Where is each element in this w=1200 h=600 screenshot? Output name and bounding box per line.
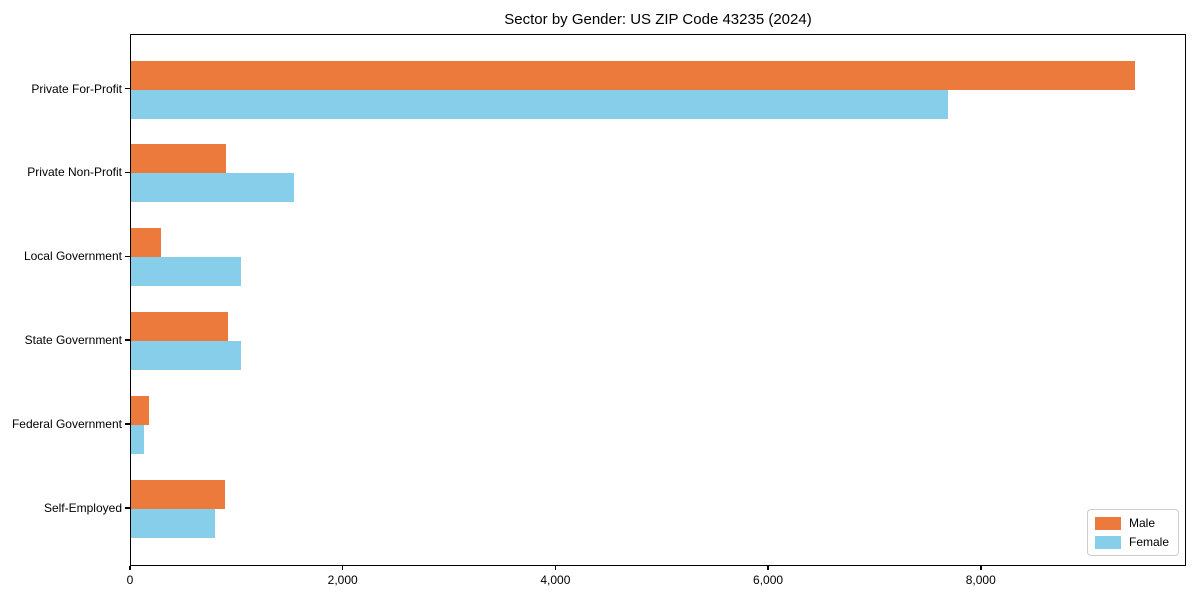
x-axis-tick	[554, 566, 557, 570]
legend: Male Female	[1086, 509, 1179, 556]
bar-female-self-employed	[131, 509, 215, 538]
y-axis-tick	[125, 507, 130, 509]
y-axis-tick	[125, 255, 130, 258]
x-axis-tick-label-8000: 8,000	[965, 573, 996, 587]
bar-male-self-employed	[131, 480, 225, 509]
bar-male-federal-government	[131, 396, 150, 426]
legend-entry-male: Male	[1094, 516, 1169, 530]
y-axis-tick	[125, 87, 130, 90]
legend-swatch-female-icon	[1094, 535, 1121, 549]
y-axis-label-private-non-profit: Private Non-Profit	[27, 165, 122, 180]
bar-female-state-government	[131, 341, 241, 371]
y-axis-tick	[125, 423, 130, 425]
bar-female-private-non-profit	[131, 173, 294, 203]
bar-female-private-for-profit	[131, 89, 948, 119]
y-axis-label-private-for-profit: Private For-Profit	[31, 81, 122, 96]
y-axis-label-self-employed: Self-Employed	[43, 501, 122, 515]
chart-title: Sector by Gender: US ZIP Code 43235 (202…	[504, 11, 812, 28]
x-axis-tick	[767, 566, 769, 570]
x-axis-tick-label-0: 0	[126, 573, 134, 587]
legend-label-male: Male	[1128, 516, 1155, 530]
x-axis-tick-label-6000: 6,000	[753, 573, 784, 587]
x-axis-tick	[129, 566, 131, 570]
x-axis-tick	[341, 566, 344, 570]
x-axis-tick	[980, 566, 982, 570]
x-axis-tick-label-4000: 4,000	[540, 573, 571, 587]
y-axis-tick	[125, 339, 130, 341]
legend-swatch-male-icon	[1094, 516, 1121, 530]
bar-male-private-non-profit	[131, 144, 226, 174]
bar-male-private-for-profit	[131, 60, 1135, 90]
bar-male-state-government	[131, 312, 228, 342]
legend-entry-female: Female	[1094, 535, 1169, 549]
legend-label-female: Female	[1128, 535, 1169, 549]
plot-area: Male Female	[130, 34, 1186, 566]
y-axis-label-federal-government: Federal Government	[11, 417, 122, 432]
x-axis-tick-label-2000: 2,000	[327, 573, 358, 587]
y-axis-label-state-government: State Government	[24, 333, 122, 348]
bar-male-local-government	[131, 228, 161, 258]
y-axis-label-local-government: Local Government	[23, 249, 122, 264]
y-axis-tick	[125, 171, 130, 174]
bar-female-local-government	[131, 257, 241, 287]
bar-female-federal-government	[131, 425, 144, 455]
